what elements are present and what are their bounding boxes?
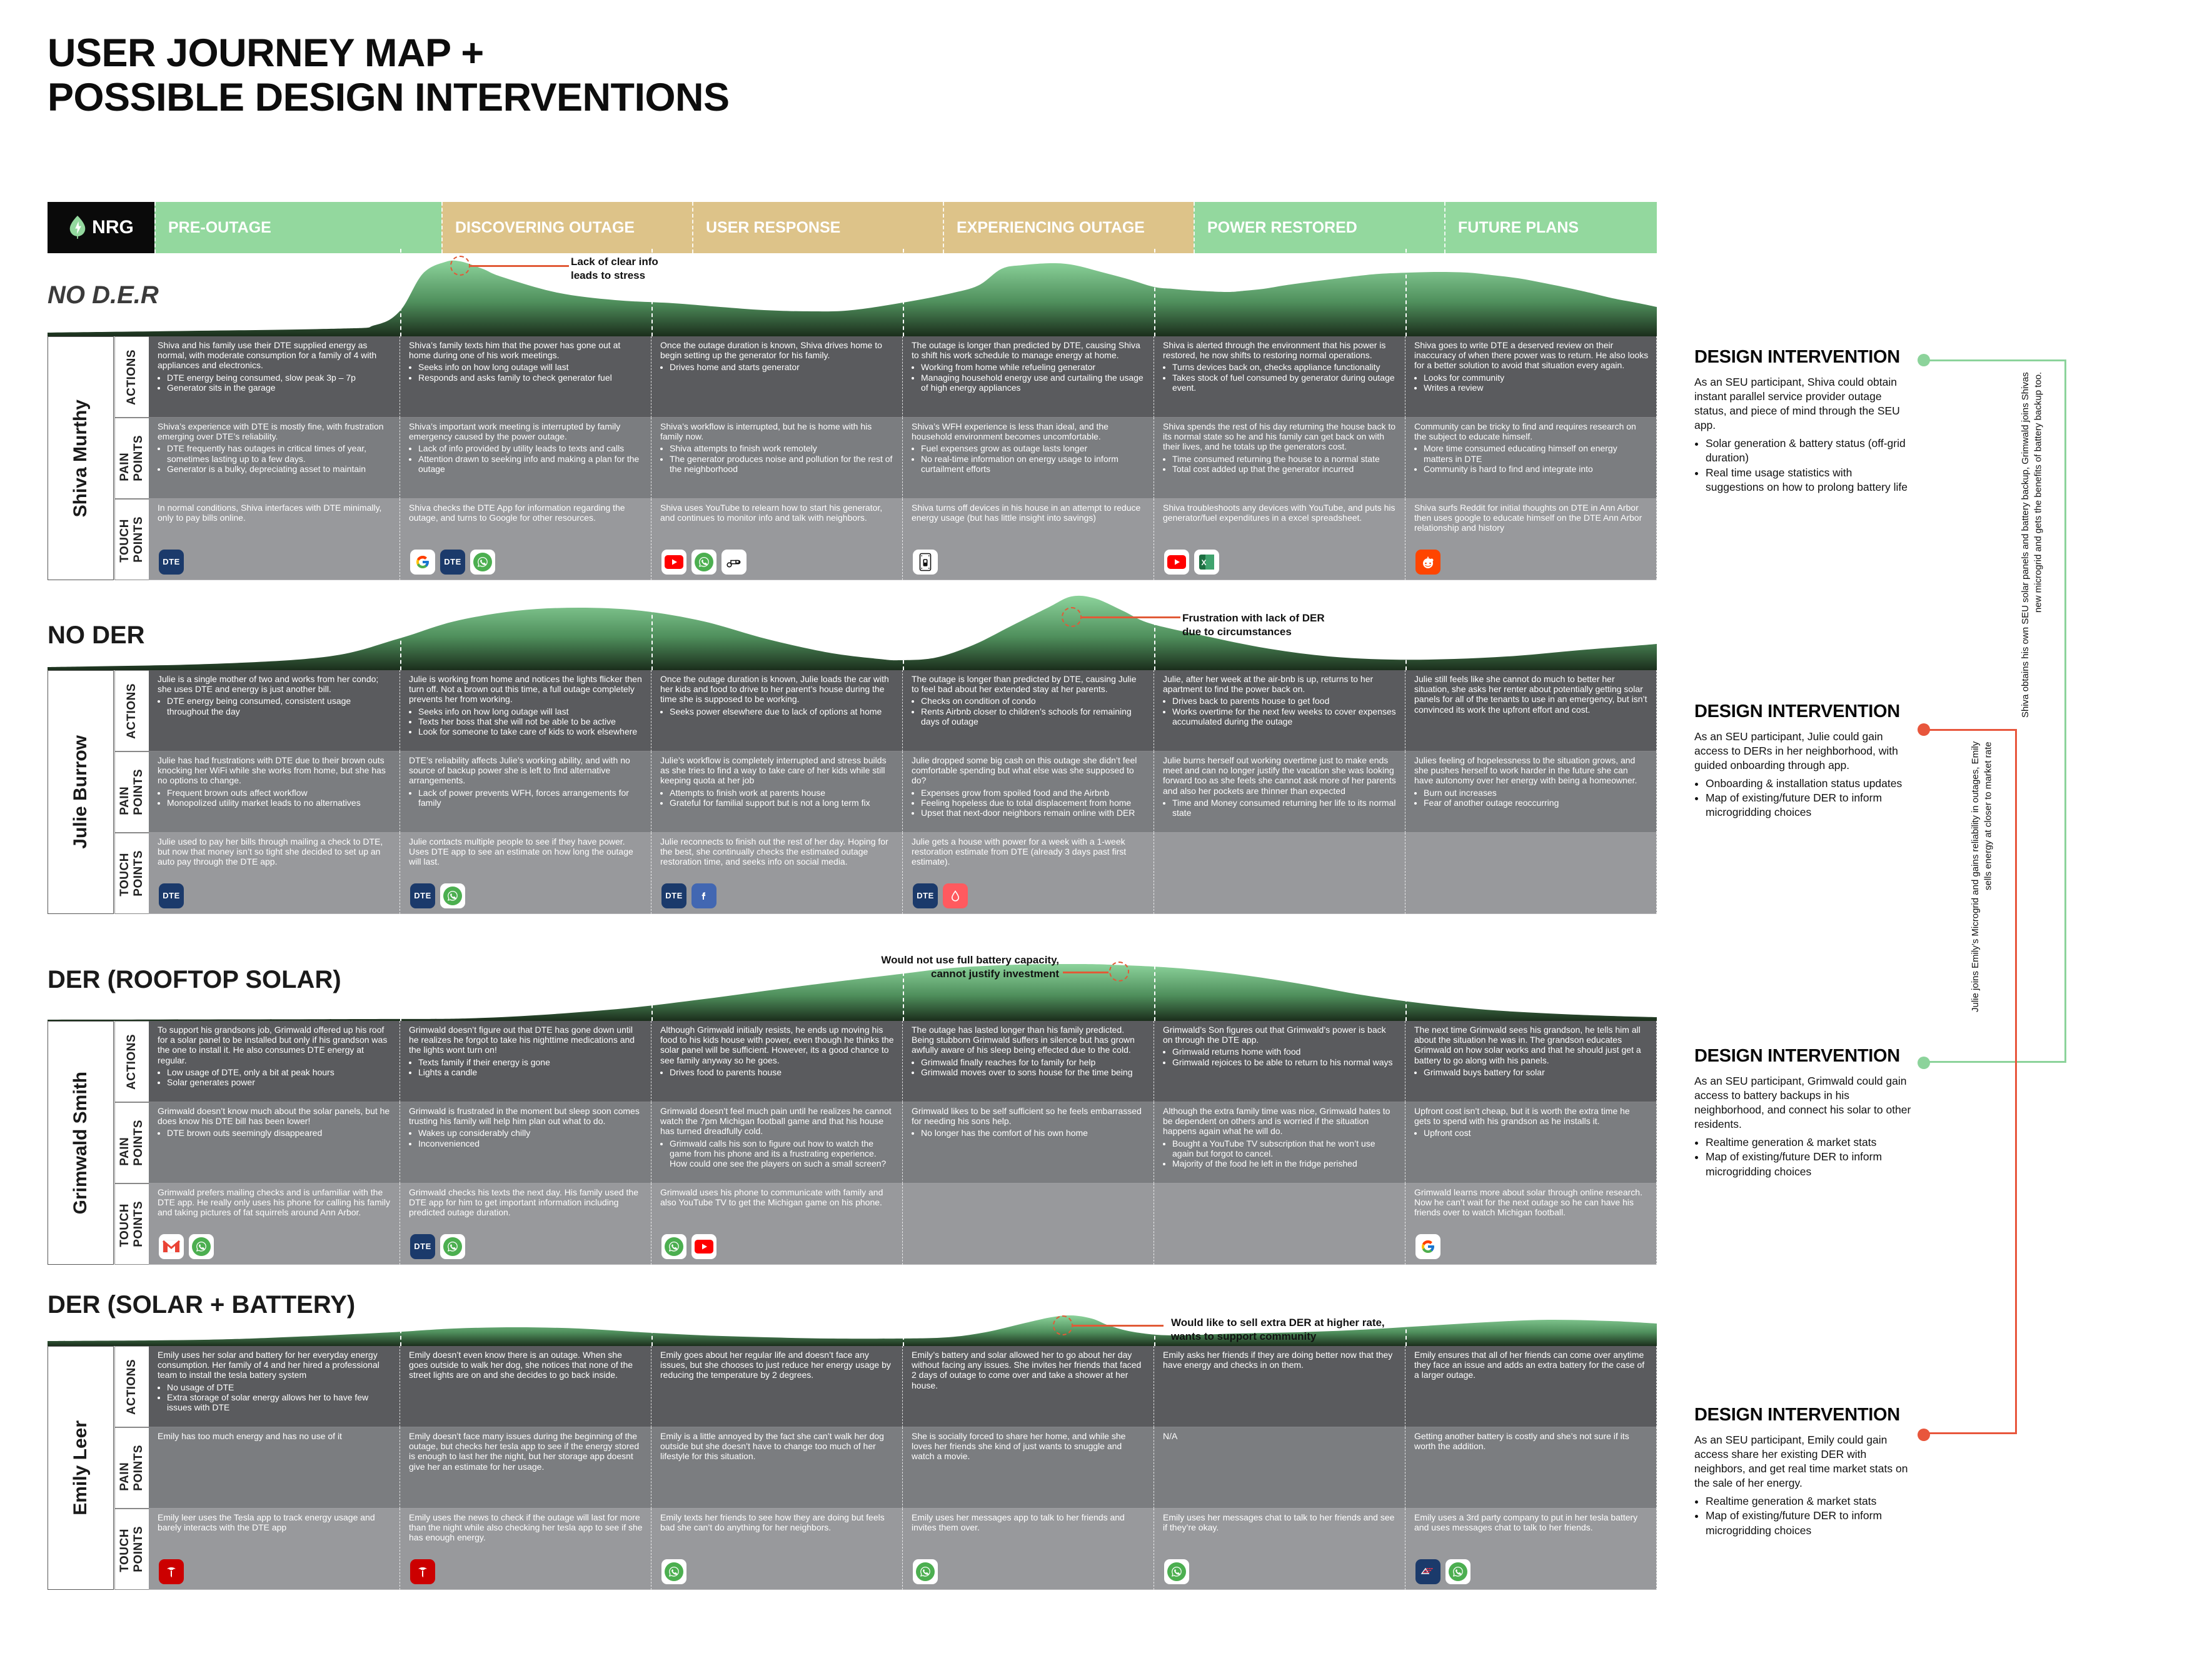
svg-text:X: X [1202, 558, 1207, 567]
